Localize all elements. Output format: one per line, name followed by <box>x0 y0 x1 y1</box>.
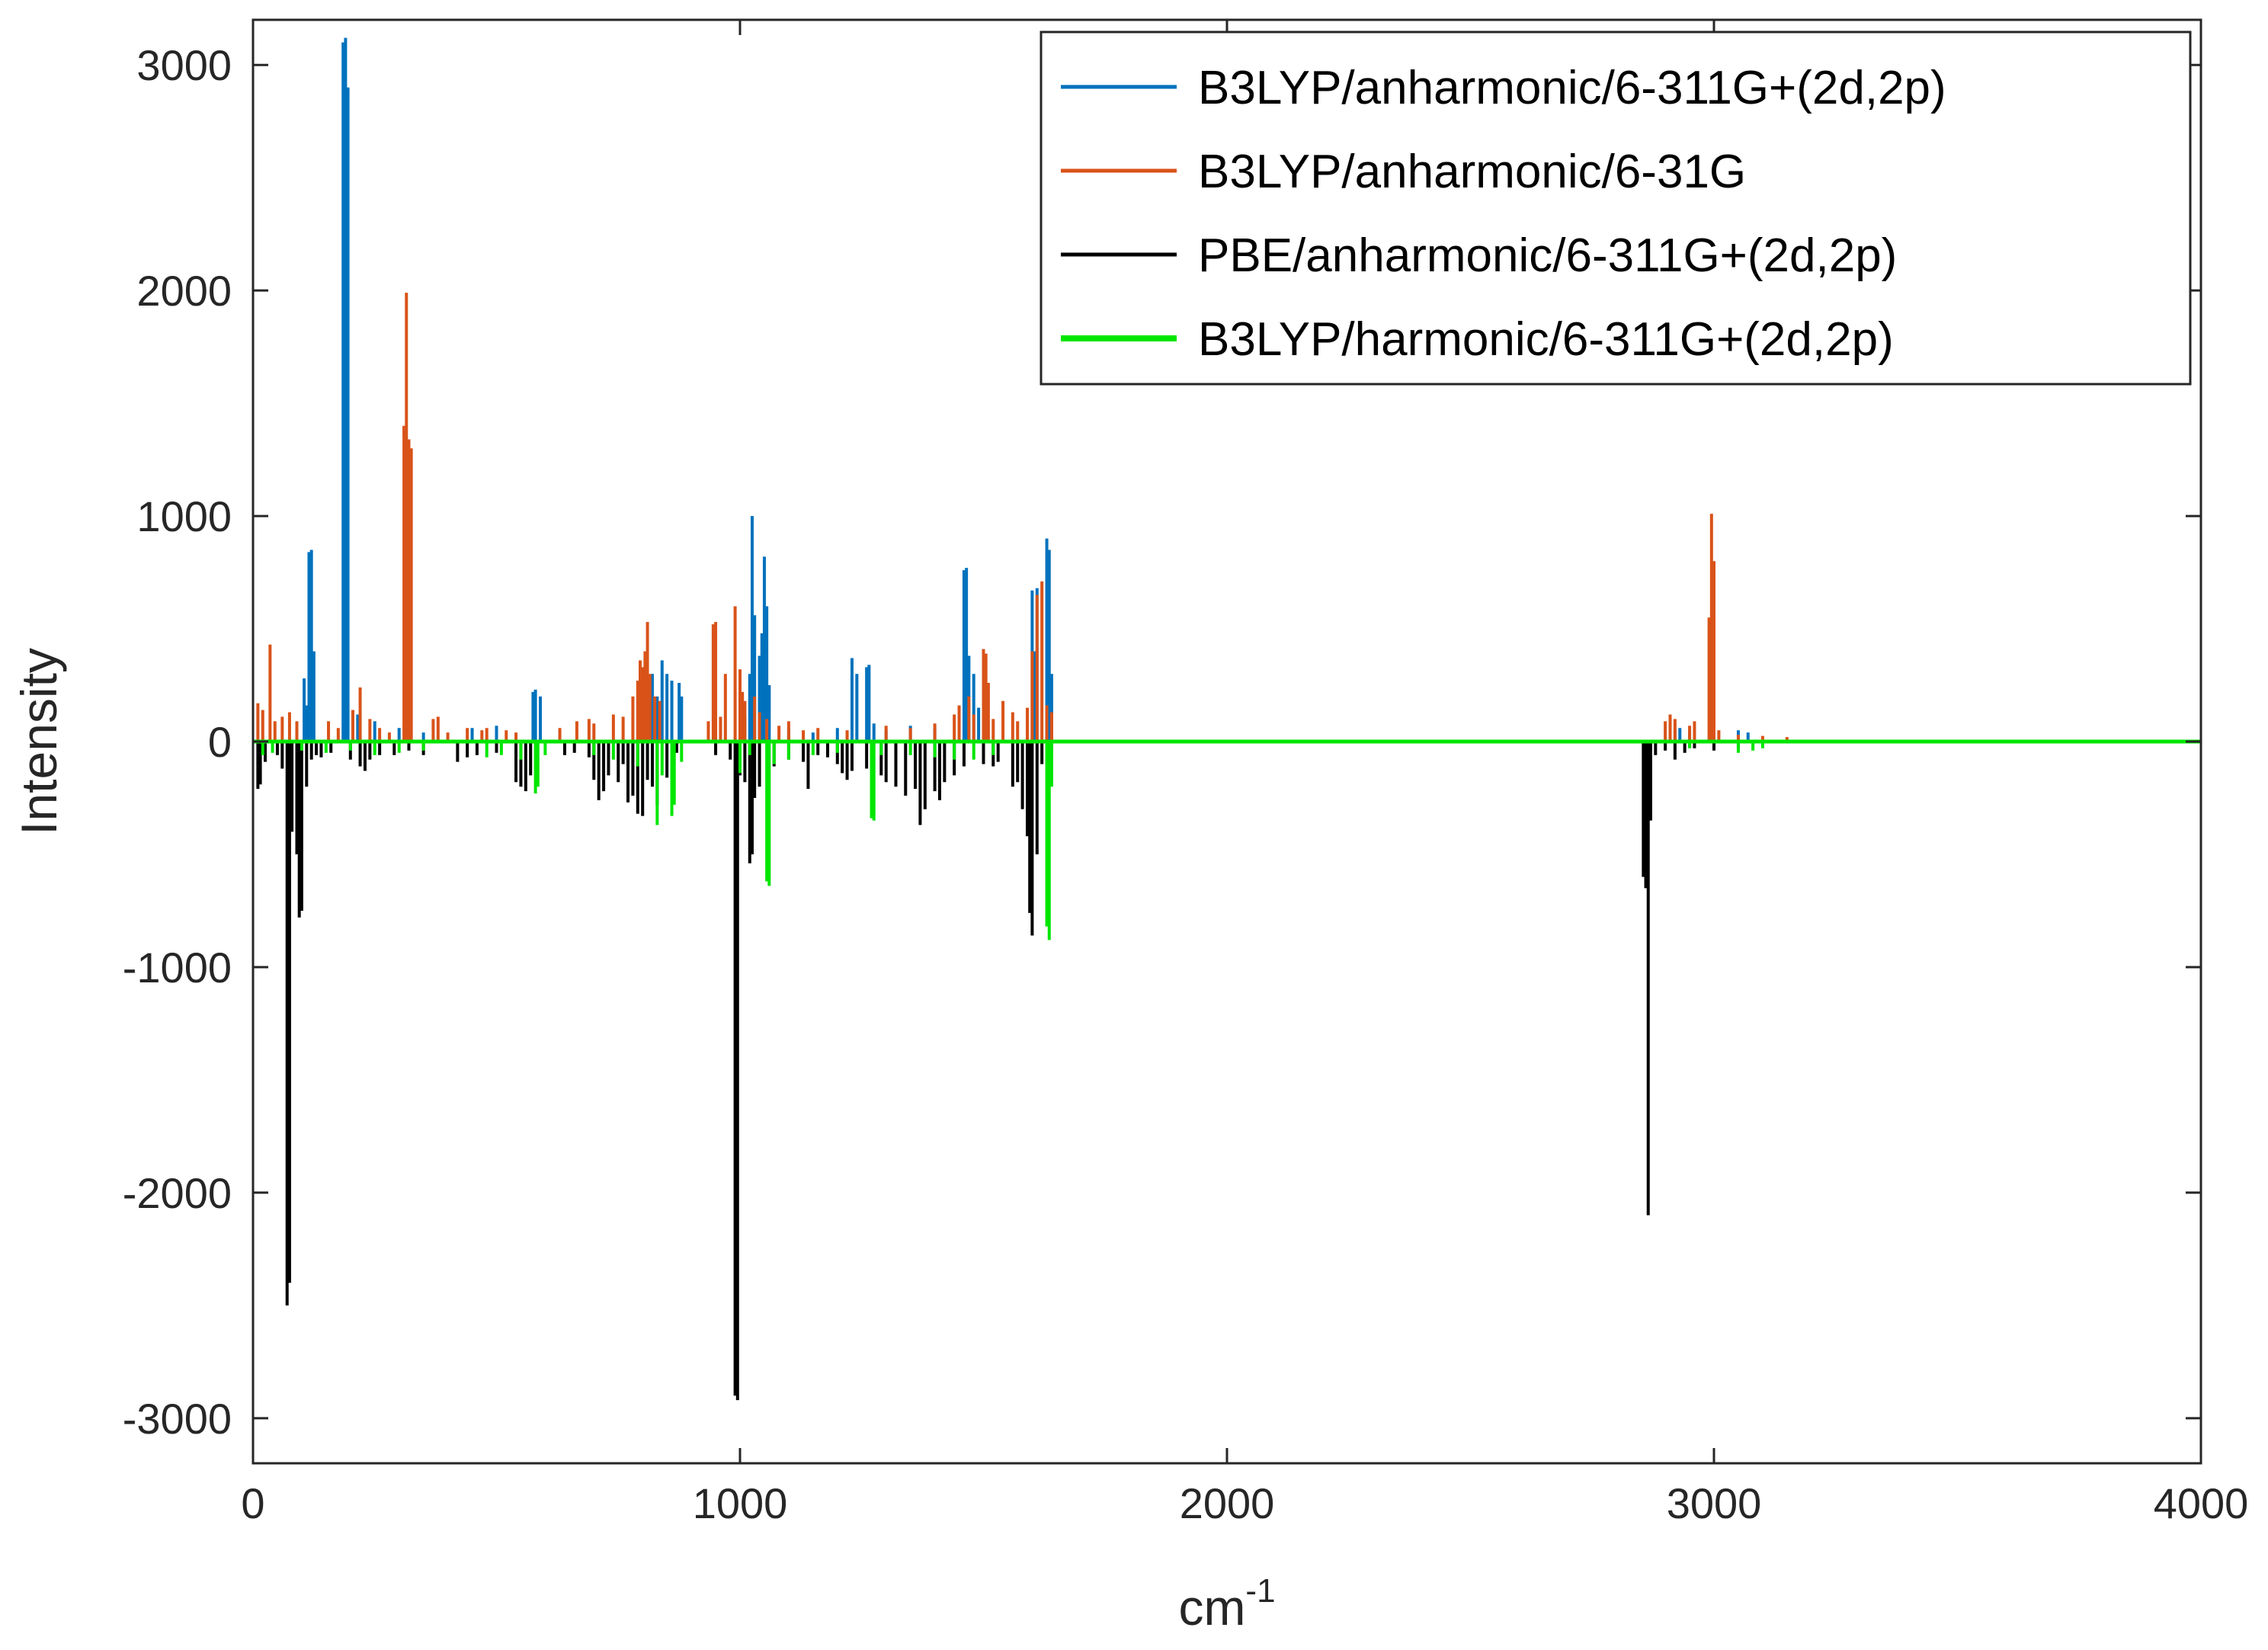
y-tick-label: -2000 <box>123 1169 232 1217</box>
series-4 <box>261 742 1764 940</box>
x-tick-label: 4000 <box>2154 1479 2249 1527</box>
legend-label-3: PBE/anharmonic/6-311G+(2d,2p) <box>1198 229 1897 282</box>
y-tick-label: 3000 <box>136 41 232 89</box>
legend-label-1: B3LYP/anharmonic/6-311G+(2d,2p) <box>1198 62 1946 114</box>
x-tick-label: 3000 <box>1667 1479 1762 1527</box>
series-3 <box>256 742 1740 1401</box>
x-tick-label: 1000 <box>693 1479 788 1527</box>
y-tick-label: 2000 <box>136 267 232 315</box>
x-axis-label: cm-1 <box>1178 1572 1275 1636</box>
y-tick-label: -3000 <box>123 1395 232 1443</box>
y-tick-label: 1000 <box>136 492 232 540</box>
x-tick-label: 2000 <box>1180 1479 1275 1527</box>
y-tick-label: 0 <box>208 718 232 766</box>
ticks-layer: 0 1000 2000 3000 4000 3000 2000 1000 0 -1000 -2000… <box>123 20 2249 1527</box>
x-axis-label-exponent: -1 <box>1245 1572 1275 1610</box>
series-2 <box>256 293 1789 742</box>
legend-box <box>1040 30 2192 386</box>
legend-label-4: B3LYP/harmonic/6-311G+(2d,2p) <box>1198 313 1894 366</box>
legend: B3LYP/anharmonic/6-311G+(2d,2p) B3LYP/anh… <box>1040 30 2192 386</box>
x-tick-label: 0 <box>241 1479 264 1527</box>
y-axis-label: Intensity <box>11 648 67 835</box>
series-layer <box>256 37 1789 1401</box>
y-tick-label: -1000 <box>123 944 232 992</box>
legend-label-2: B3LYP/anharmonic/6-31G <box>1198 146 1746 198</box>
x-axis-label-base: cm <box>1178 1579 1245 1636</box>
